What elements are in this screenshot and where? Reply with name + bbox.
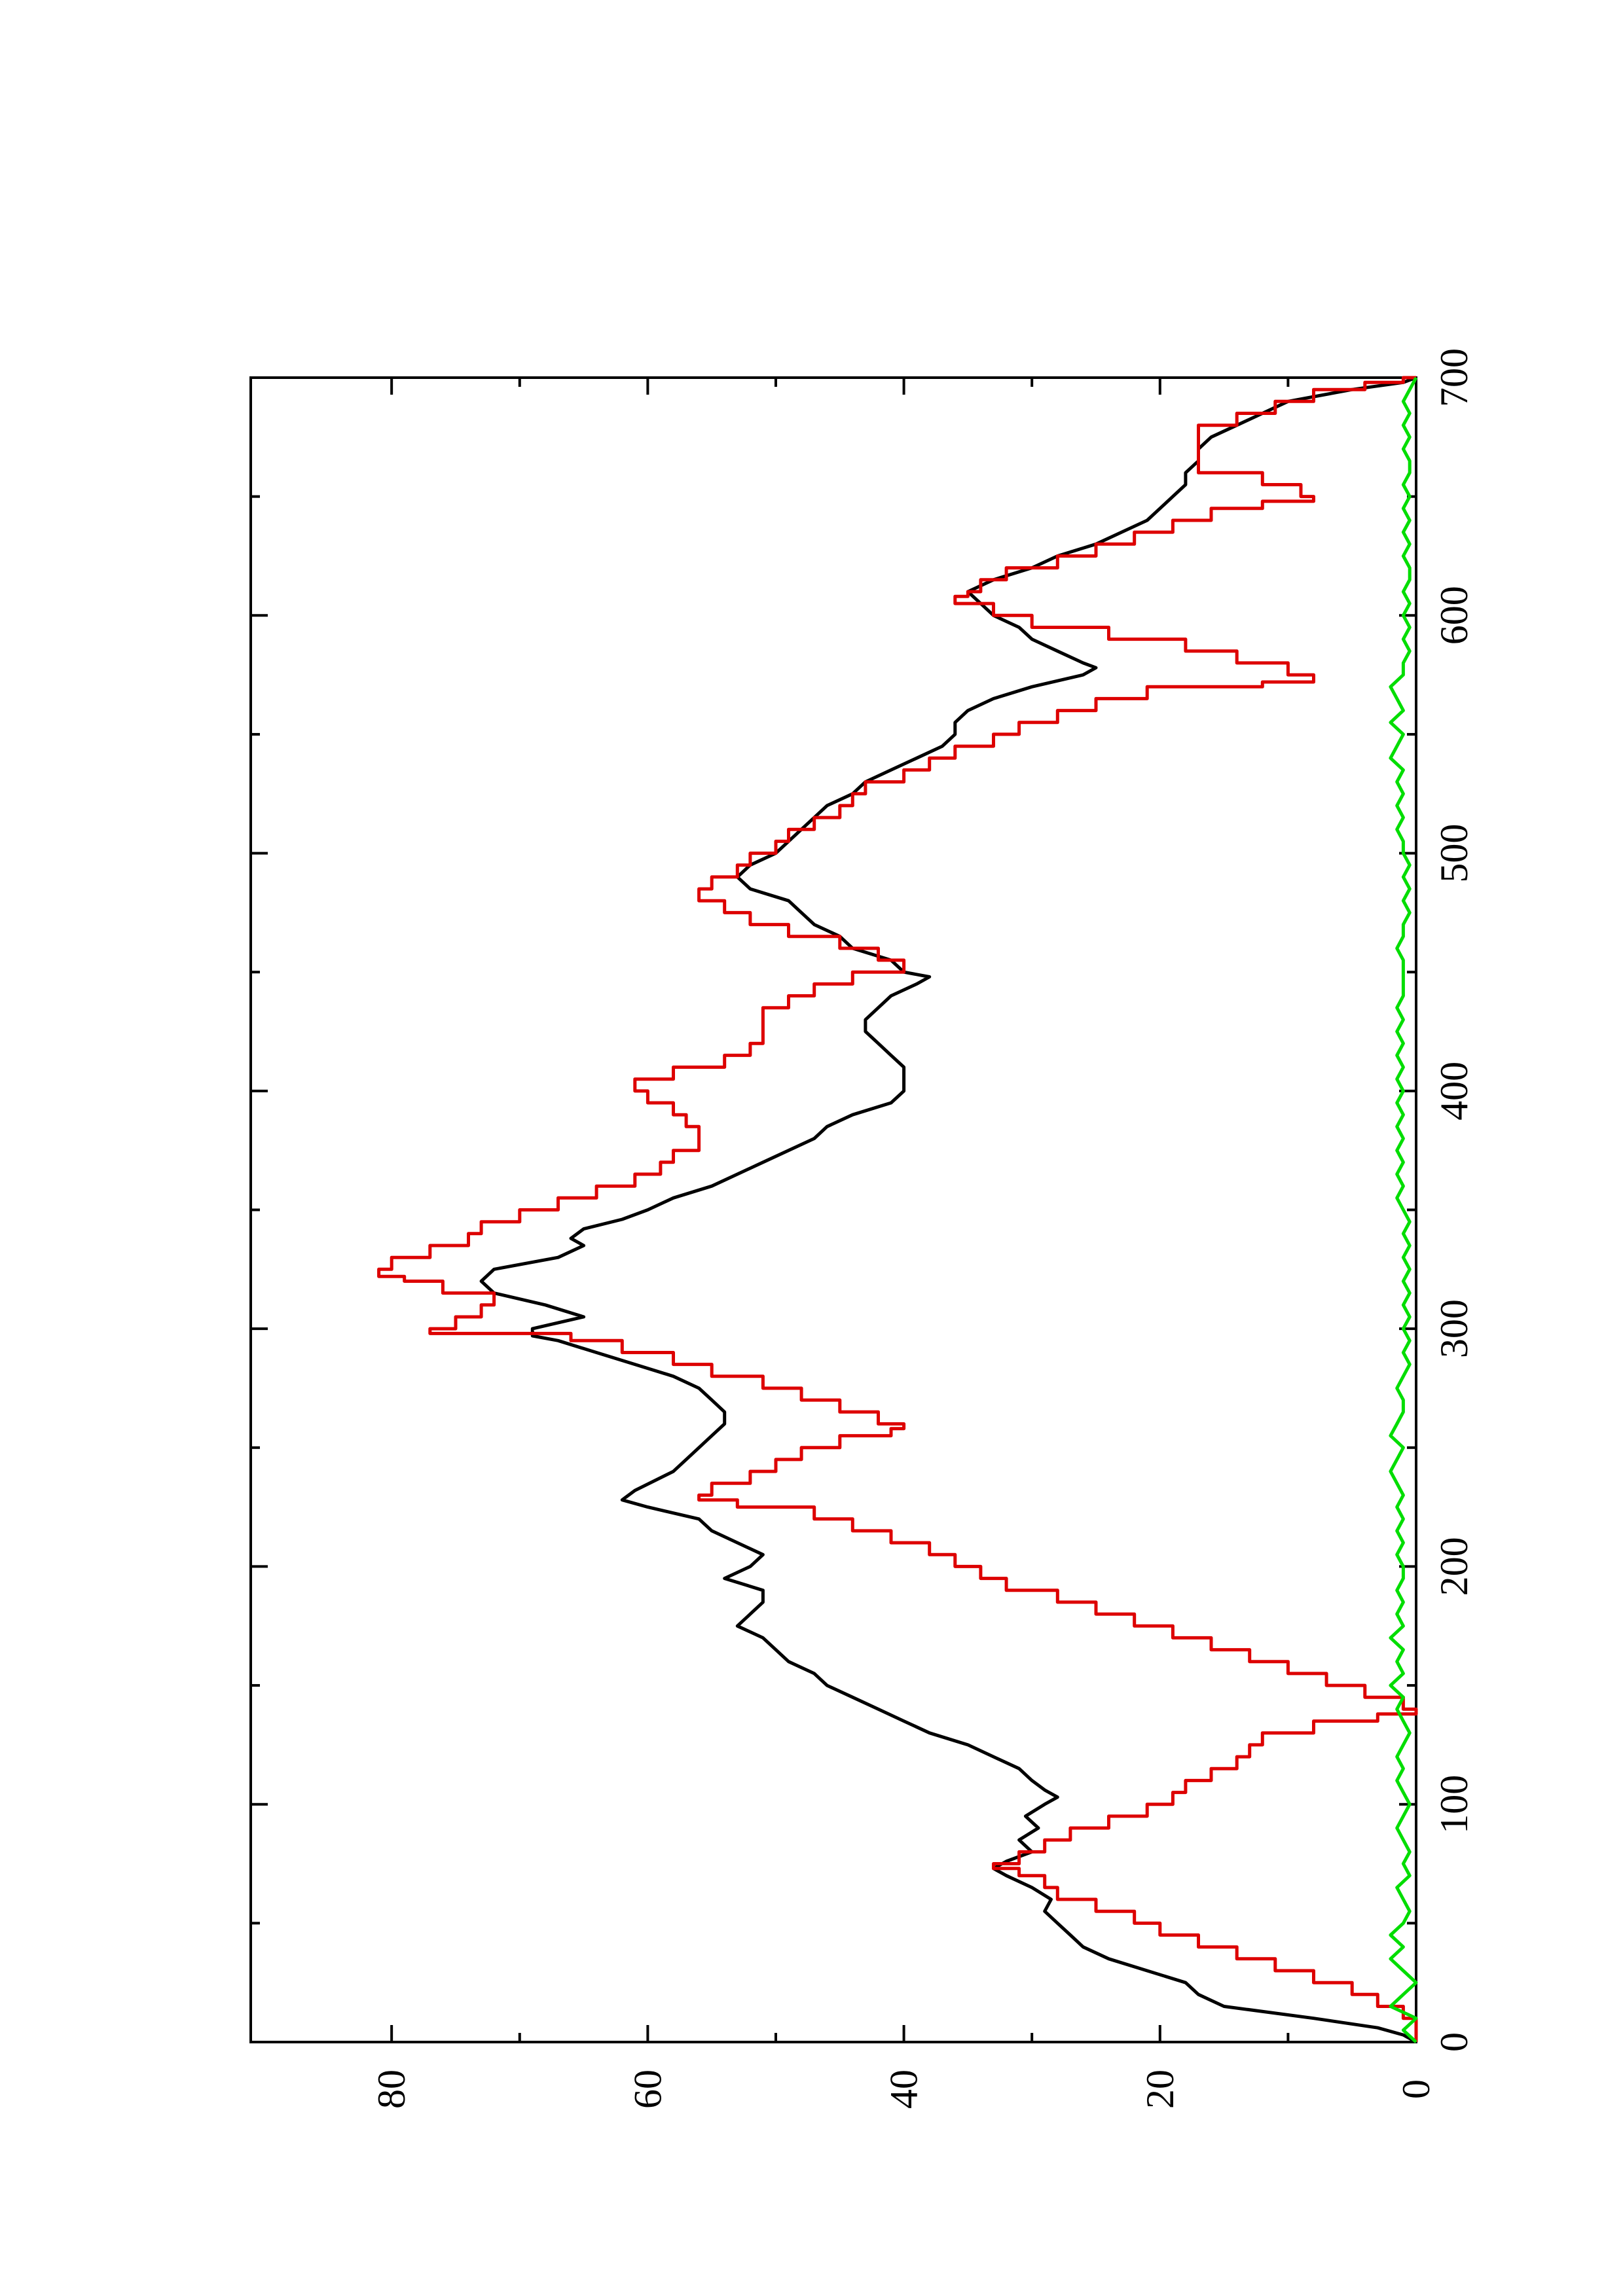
x-tick-label: 600: [1432, 586, 1476, 645]
x-tick-label: 500: [1432, 824, 1476, 883]
y-tick-label: 80: [370, 2070, 413, 2109]
x-tick-label: 700: [1432, 348, 1476, 407]
tick-labels: 0 100 200 300 400 500 600 700 0 20 40 60 80: [370, 348, 1476, 2109]
series-line-2: [377, 376, 1418, 2042]
plot-frame: [249, 376, 1417, 2043]
x-tick-label: 0: [1432, 2032, 1476, 2052]
y-tick-label: 40: [883, 2070, 926, 2109]
y-tick-label: 60: [626, 2070, 669, 2109]
y-tick-label: 20: [1139, 2070, 1182, 2109]
x-tick-label: 200: [1432, 1537, 1476, 1596]
x-tick-label: 300: [1432, 1299, 1476, 1358]
series-line-1: [479, 376, 1417, 2044]
x-tick-label: 100: [1432, 1775, 1476, 1834]
series-line-3: [1389, 376, 1418, 2043]
axis-ticks: [251, 376, 1417, 2043]
y-tick-label: 0: [1395, 2079, 1438, 2099]
x-tick-label: 400: [1432, 1062, 1476, 1121]
series-layer: [377, 376, 1418, 2044]
